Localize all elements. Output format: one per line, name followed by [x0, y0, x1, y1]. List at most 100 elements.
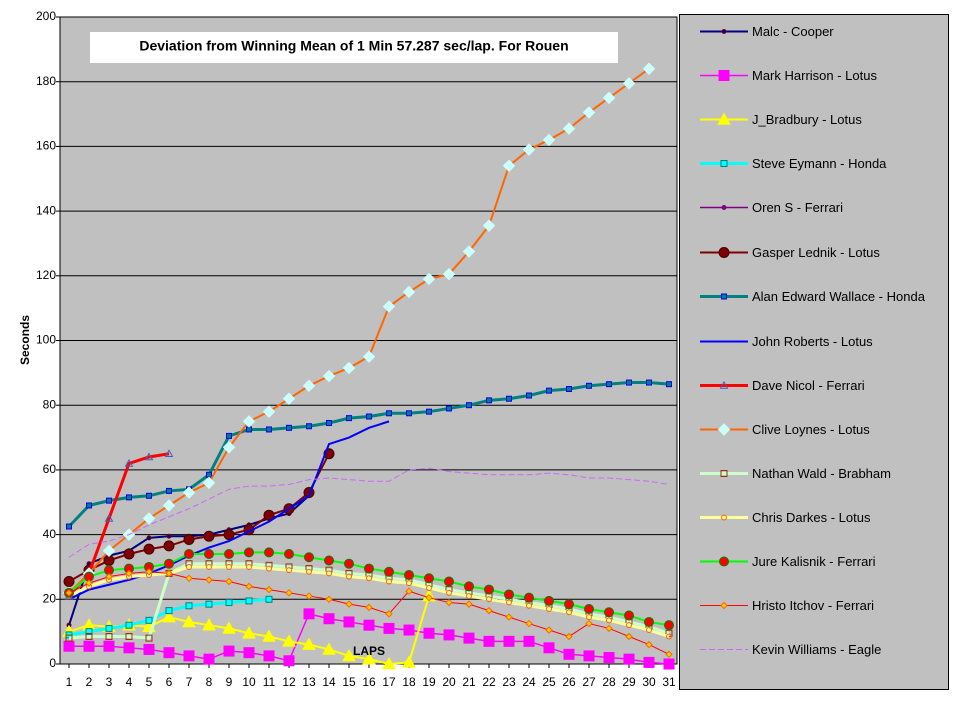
marker: [443, 629, 455, 641]
marker: [125, 633, 133, 641]
marker: [286, 567, 292, 574]
x-tick-label: 28: [602, 675, 616, 689]
marker: [364, 563, 374, 574]
marker: [383, 622, 395, 634]
x-tick-label: 19: [422, 675, 436, 689]
marker: [105, 572, 113, 581]
marker: [145, 634, 153, 642]
marker: [444, 576, 454, 587]
marker: [606, 381, 612, 388]
marker: [85, 628, 93, 636]
marker: [266, 565, 272, 572]
marker: [305, 592, 313, 600]
marker: [342, 361, 356, 375]
marker: [302, 379, 316, 392]
marker: [721, 293, 727, 300]
legend-swatch: [700, 380, 748, 389]
marker: [462, 245, 476, 258]
marker: [464, 581, 474, 592]
marker: [382, 656, 396, 670]
marker: [406, 410, 412, 417]
y-tick-label: 0: [49, 656, 56, 670]
legend-swatch: [700, 556, 748, 567]
marker: [604, 607, 614, 618]
marker: [262, 629, 276, 642]
marker: [303, 608, 315, 620]
marker: [266, 426, 272, 433]
marker: [143, 643, 155, 655]
marker: [426, 584, 432, 591]
legend-label: Gasper Lednik - Lotus: [752, 245, 880, 260]
marker: [402, 285, 416, 299]
y-tick-label: 200: [36, 9, 56, 23]
marker: [126, 494, 132, 501]
legend-label: Nathan Wald - Brabham: [752, 466, 891, 481]
marker: [106, 497, 112, 504]
legend-entry: Kevin Williams - Eagle: [698, 641, 948, 658]
marker: [284, 549, 294, 560]
legend-swatch: [700, 70, 748, 81]
marker: [485, 606, 493, 615]
marker: [246, 426, 252, 433]
marker: [302, 637, 316, 650]
marker: [204, 549, 214, 560]
marker: [185, 602, 193, 610]
legend: Malc - Cooper Mark Harrison - Lotus J_Brad…: [679, 14, 949, 690]
marker: [186, 563, 192, 570]
x-tick-label: 27: [582, 675, 596, 689]
x-tick-label: 7: [186, 675, 193, 689]
marker: [203, 653, 215, 665]
marker: [626, 379, 632, 386]
legend-label: Alan Edward Wallace - Honda: [752, 289, 925, 304]
marker: [486, 596, 492, 603]
marker: [563, 648, 575, 660]
x-tick-label: 12: [282, 675, 296, 689]
marker: [125, 621, 133, 629]
marker: [719, 380, 729, 389]
legend-swatch: [700, 160, 748, 167]
legend-label: Hristo Itchov - Ferrari: [752, 598, 875, 613]
marker: [545, 626, 553, 634]
series: [66, 379, 672, 530]
marker: [326, 570, 332, 577]
marker: [404, 570, 414, 581]
marker: [622, 77, 636, 90]
marker: [63, 640, 75, 652]
marker: [721, 205, 727, 210]
series-line: [68, 420, 390, 601]
x-tick-label: 6: [166, 675, 173, 689]
legend-entry: Clive Loynes - Lotus: [698, 421, 948, 438]
marker: [625, 632, 633, 641]
marker: [146, 492, 152, 499]
marker: [166, 533, 172, 539]
marker: [666, 381, 672, 388]
y-tick-label: 140: [36, 203, 56, 217]
marker: [523, 635, 535, 647]
marker: [365, 603, 373, 612]
marker: [85, 633, 93, 641]
marker: [605, 624, 613, 633]
x-tick-label: 2: [86, 675, 93, 689]
marker: [466, 402, 472, 409]
marker: [225, 577, 233, 586]
marker: [263, 650, 275, 662]
marker: [645, 640, 653, 649]
marker: [403, 624, 415, 636]
x-tick-label: 13: [302, 675, 316, 689]
marker: [446, 405, 452, 412]
series: [68, 420, 390, 601]
marker: [326, 419, 332, 426]
marker: [65, 634, 73, 642]
marker: [603, 652, 615, 664]
marker: [304, 552, 314, 563]
marker: [163, 647, 175, 659]
legend-label: Jure Kalisnik - Ferrari: [752, 554, 876, 569]
marker: [642, 62, 656, 75]
legend-swatch: [700, 649, 748, 650]
marker: [202, 476, 216, 490]
marker: [166, 487, 172, 494]
marker: [546, 387, 552, 394]
x-tick-label: 22: [482, 675, 496, 689]
marker: [282, 634, 296, 647]
x-tick-label: 8: [206, 675, 213, 689]
